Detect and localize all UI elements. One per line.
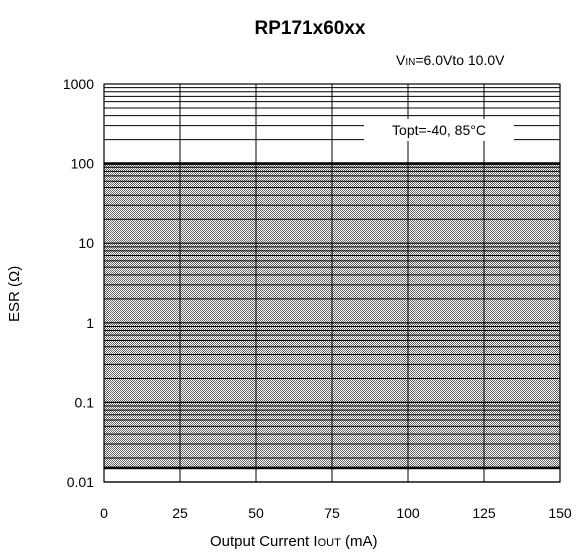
- y-tick-label: 100: [71, 156, 95, 172]
- x-tick-label: 50: [248, 505, 264, 521]
- y-tick-label: 0.01: [67, 474, 94, 490]
- condition-rest: =6.0Vto 10.0V: [415, 52, 505, 68]
- y-tick-label: 0.1: [75, 394, 95, 410]
- annotation-background: [364, 119, 514, 141]
- x-tick-label: 75: [324, 505, 340, 521]
- y-tick-label: 1000: [63, 76, 94, 92]
- x-tick-label: 0: [100, 505, 108, 521]
- x-tick-label: 100: [396, 505, 420, 521]
- x-axis-label-main: Output Current I: [210, 533, 318, 550]
- x-tick-label: 125: [472, 505, 496, 521]
- x-axis-label-rest: (mA): [340, 533, 378, 550]
- chart-title: RP171x60xx: [254, 18, 366, 39]
- input-voltage-condition: VIN=6.0Vto 10.0V: [396, 52, 504, 68]
- temperature-annotation: Topt=-40, 85°C: [392, 122, 486, 138]
- y-tick-label: 1: [86, 315, 94, 331]
- plot-frame: [103, 83, 561, 483]
- x-tick-label: 25: [172, 505, 188, 521]
- y-tick-label: 10: [78, 235, 94, 251]
- x-tick-label: 150: [548, 505, 572, 521]
- x-axis-label-subscript: OUT: [317, 537, 341, 549]
- condition-subscript: IN: [405, 57, 416, 68]
- x-axis-label: Output Current IOUT (mA): [210, 533, 377, 550]
- condition-main: V: [396, 52, 406, 68]
